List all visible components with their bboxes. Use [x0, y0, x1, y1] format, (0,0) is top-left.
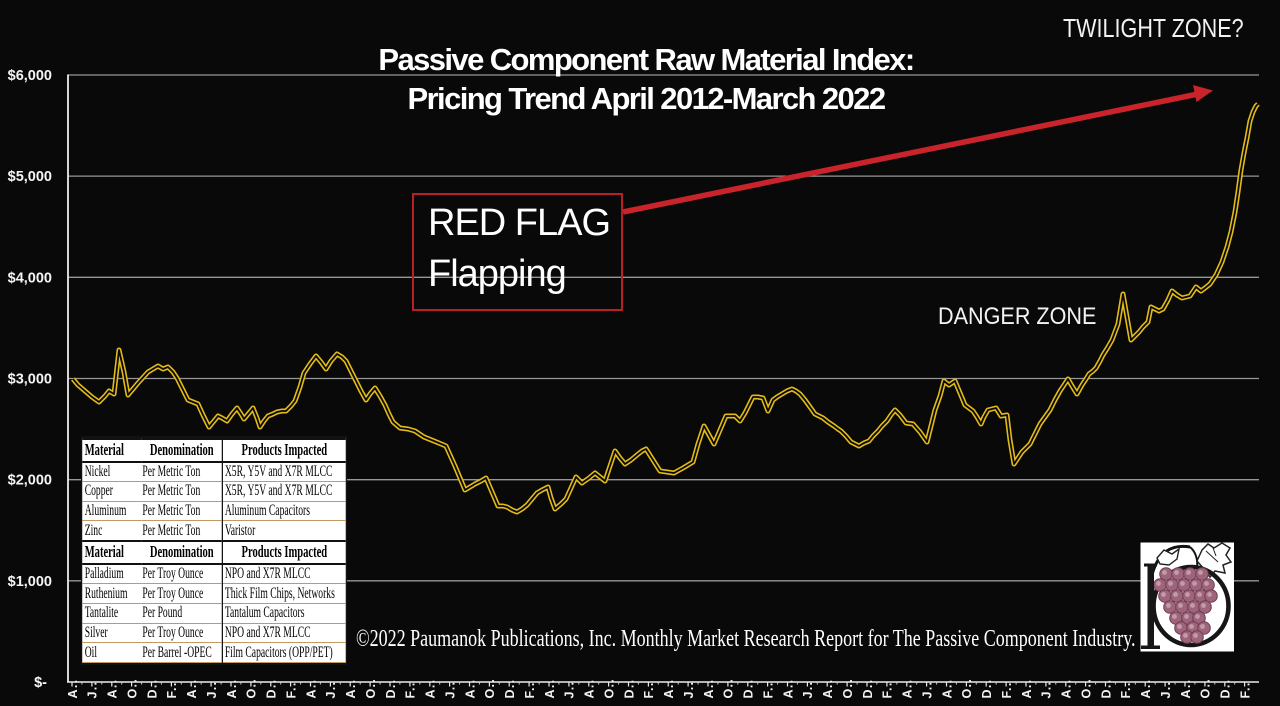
- svg-text:A..: A..: [66, 679, 80, 699]
- svg-text:J..: J..: [920, 681, 934, 699]
- svg-text:D..: D..: [980, 679, 994, 699]
- svg-text:A..: A..: [344, 679, 358, 699]
- svg-text:F..: F..: [1000, 681, 1014, 698]
- svg-text:F..: F..: [881, 681, 895, 698]
- svg-text:O..: O..: [841, 678, 855, 699]
- svg-text:D..: D..: [861, 679, 875, 699]
- svg-text:$6,000: $6,000: [8, 68, 52, 84]
- svg-text:A..: A..: [225, 679, 239, 699]
- svg-text:D..: D..: [622, 679, 636, 699]
- svg-text:J..: J..: [1040, 681, 1054, 699]
- svg-text:$5,000: $5,000: [8, 169, 52, 185]
- svg-text:$2,000: $2,000: [8, 473, 52, 489]
- svg-text:A..: A..: [1179, 679, 1193, 699]
- svg-text:A..: A..: [185, 679, 199, 699]
- svg-text:J..: J..: [86, 681, 100, 699]
- svg-text:O..: O..: [125, 678, 139, 699]
- svg-text:A..: A..: [463, 679, 477, 699]
- svg-text:A..: A..: [781, 679, 795, 699]
- svg-text:A..: A..: [901, 679, 915, 699]
- svg-text:O..: O..: [602, 678, 616, 699]
- svg-text:O..: O..: [1199, 678, 1213, 699]
- svg-text:A..: A..: [424, 679, 438, 699]
- svg-text:F..: F..: [404, 681, 418, 698]
- svg-text:A..: A..: [662, 679, 676, 699]
- svg-text:F..: F..: [284, 681, 298, 698]
- svg-text:F..: F..: [1119, 681, 1133, 698]
- svg-text:F..: F..: [1238, 681, 1252, 698]
- svg-text:$4,000: $4,000: [8, 270, 52, 286]
- svg-text:J..: J..: [205, 681, 219, 699]
- svg-text:$-: $-: [34, 675, 47, 691]
- svg-text:F..: F..: [165, 681, 179, 698]
- svg-text:$1,000: $1,000: [8, 574, 52, 590]
- svg-text:O..: O..: [1079, 678, 1093, 699]
- svg-text:F..: F..: [523, 681, 537, 698]
- svg-text:A..: A..: [702, 679, 716, 699]
- svg-text:D..: D..: [1219, 679, 1233, 699]
- svg-text:J..: J..: [1159, 681, 1173, 699]
- svg-text:A..: A..: [940, 679, 954, 699]
- svg-text:A..: A..: [821, 679, 835, 699]
- svg-text:D..: D..: [265, 679, 279, 699]
- svg-text:F..: F..: [642, 681, 656, 698]
- svg-text:D..: D..: [503, 679, 517, 699]
- svg-text:J..: J..: [563, 681, 577, 699]
- svg-text:O..: O..: [722, 678, 736, 699]
- svg-text:O..: O..: [364, 678, 378, 699]
- svg-text:O..: O..: [960, 678, 974, 699]
- svg-text:$3,000: $3,000: [8, 372, 52, 388]
- svg-text:D..: D..: [1099, 679, 1113, 699]
- svg-text:J..: J..: [801, 681, 815, 699]
- svg-text:A..: A..: [1060, 679, 1074, 699]
- svg-text:F..: F..: [761, 681, 775, 698]
- svg-text:O..: O..: [483, 678, 497, 699]
- svg-text:A..: A..: [543, 679, 557, 699]
- svg-text:O..: O..: [245, 678, 259, 699]
- svg-text:J..: J..: [443, 681, 457, 699]
- svg-text:A..: A..: [106, 679, 120, 699]
- svg-text:D..: D..: [384, 679, 398, 699]
- svg-text:A..: A..: [1139, 679, 1153, 699]
- svg-text:A..: A..: [304, 679, 318, 699]
- svg-text:D..: D..: [145, 679, 159, 699]
- svg-text:J..: J..: [324, 681, 338, 699]
- svg-text:D..: D..: [742, 679, 756, 699]
- svg-text:A..: A..: [1020, 679, 1034, 699]
- svg-text:A..: A..: [583, 679, 597, 699]
- svg-text:J..: J..: [682, 681, 696, 699]
